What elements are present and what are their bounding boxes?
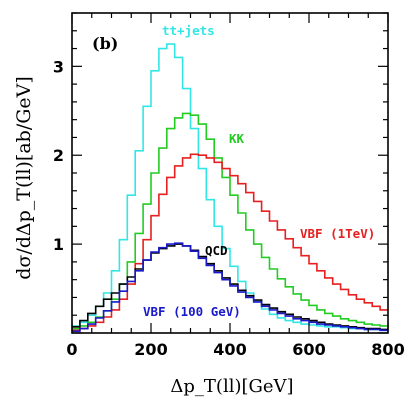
series-label-vbf-100gev: VBF (100 GeV) xyxy=(143,304,241,319)
series-label-qcd: QCD xyxy=(205,243,228,258)
series-label-kk: KK xyxy=(229,131,245,146)
x-tick-label: 600 xyxy=(292,340,325,359)
tick-layer: 0 200 400 600 800 1 2 3 xyxy=(53,12,405,359)
y-tick-label: 1 xyxy=(53,235,64,254)
x-tick-label: 0 xyxy=(66,340,77,359)
y-tick-label: 3 xyxy=(53,57,64,76)
x-tick-label: 800 xyxy=(371,340,404,359)
series-line-vbf-1tev xyxy=(72,153,388,332)
series-line-tt-jets xyxy=(72,43,388,332)
series-layer xyxy=(72,43,388,333)
y-axis-title: dσ/dΔp_T(ll)[ab/GeV] xyxy=(13,76,35,280)
series-label-vbf-1tev: VBF (1TeV) xyxy=(300,226,375,241)
x-axis-title: Δp_T(ll)[GeV] xyxy=(170,376,293,397)
y-tick-label: 2 xyxy=(53,146,64,165)
series-line-vbf-100-gev xyxy=(72,242,388,333)
x-tick-label: 400 xyxy=(213,340,246,359)
x-tick-label: 200 xyxy=(134,340,167,359)
panel-label: (b) xyxy=(92,34,118,53)
series-label-tt-jets: tt+jets xyxy=(162,23,215,38)
